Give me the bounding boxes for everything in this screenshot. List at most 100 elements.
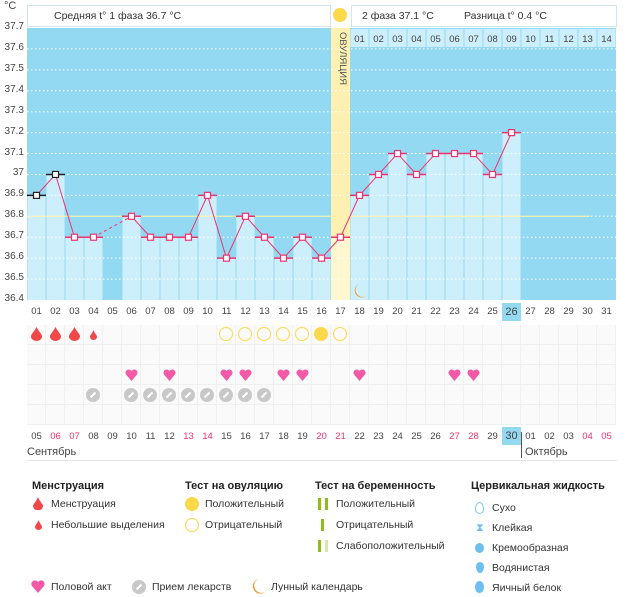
temperature-point[interactable]	[165, 233, 174, 241]
event-cell[interactable]	[103, 405, 122, 425]
calendar-date[interactable]: 26	[430, 431, 441, 442]
event-cell[interactable]	[141, 405, 160, 425]
event-cell[interactable]	[84, 365, 103, 385]
event-cell[interactable]	[350, 405, 369, 425]
event-cell[interactable]	[445, 345, 464, 365]
temperature-point[interactable]	[51, 170, 60, 179]
event-cell[interactable]	[312, 385, 331, 405]
event-cell[interactable]	[502, 385, 521, 405]
temperature-point[interactable]	[127, 212, 136, 220]
event-cell[interactable]	[293, 405, 312, 425]
event-cell[interactable]	[483, 385, 502, 405]
calendar-date[interactable]: 11	[145, 431, 156, 442]
event-cell[interactable]	[65, 385, 84, 405]
calendar-date[interactable]: 28	[468, 431, 479, 442]
event-cell[interactable]	[141, 365, 160, 385]
calendar-date[interactable]: 04	[582, 431, 593, 442]
event-cell[interactable]	[597, 365, 616, 385]
calendar-date[interactable]: 16	[240, 431, 251, 442]
calendar-date[interactable]: 06	[50, 431, 61, 442]
event-cell[interactable]	[559, 405, 578, 425]
event-cell[interactable]	[388, 345, 407, 365]
event-cell[interactable]	[521, 365, 540, 385]
event-cell[interactable]	[312, 365, 331, 385]
event-cell[interactable]	[160, 325, 179, 345]
event-cell[interactable]	[407, 365, 426, 385]
event-cell[interactable]	[464, 345, 483, 365]
event-cell[interactable]	[103, 385, 122, 405]
temperature-point[interactable]	[241, 212, 250, 220]
event-cell[interactable]	[236, 345, 255, 365]
event-cell[interactable]	[369, 325, 388, 345]
event-cell[interactable]	[103, 345, 122, 365]
calendar-date[interactable]: 17	[259, 431, 270, 442]
temperature-point[interactable]	[203, 191, 212, 199]
event-cell[interactable]	[27, 405, 46, 425]
event-cell[interactable]	[597, 385, 616, 405]
event-cell[interactable]	[502, 405, 521, 425]
event-cell[interactable]	[160, 345, 179, 365]
event-cell[interactable]	[426, 325, 445, 345]
event-cell[interactable]	[255, 365, 274, 385]
temperature-point[interactable]	[279, 254, 288, 262]
event-cell[interactable]	[578, 385, 597, 405]
event-cell[interactable]	[179, 365, 198, 385]
event-cell[interactable]	[274, 345, 293, 365]
event-cell[interactable]	[350, 325, 369, 345]
event-cell[interactable]	[179, 325, 198, 345]
calendar-date[interactable]: 15	[221, 431, 232, 442]
event-cell[interactable]	[388, 365, 407, 385]
temperature-point[interactable]	[507, 129, 516, 137]
event-cell[interactable]	[179, 345, 198, 365]
event-cell[interactable]	[160, 405, 179, 425]
event-cell[interactable]	[578, 345, 597, 365]
event-cell[interactable]	[65, 345, 84, 365]
event-cell[interactable]	[122, 325, 141, 345]
event-cell[interactable]	[179, 405, 198, 425]
calendar-date[interactable]: 19	[297, 431, 308, 442]
event-cell[interactable]	[407, 325, 426, 345]
calendar-date[interactable]: 20	[316, 431, 327, 442]
event-cell[interactable]	[198, 325, 217, 345]
event-cell[interactable]	[540, 405, 559, 425]
calendar-date[interactable]: 13	[183, 431, 194, 442]
calendar-date[interactable]: 24	[392, 431, 403, 442]
calendar-date[interactable]: 03	[563, 431, 574, 442]
event-cell[interactable]	[388, 325, 407, 345]
event-cell[interactable]	[312, 345, 331, 365]
event-cell[interactable]	[578, 325, 597, 345]
event-cell[interactable]	[578, 365, 597, 385]
event-cell[interactable]	[426, 405, 445, 425]
event-cell[interactable]	[103, 325, 122, 345]
event-cell[interactable]	[236, 405, 255, 425]
calendar-date[interactable]: 14	[202, 431, 213, 442]
temperature-point[interactable]	[32, 191, 41, 199]
event-cell[interactable]	[198, 365, 217, 385]
temperature-point[interactable]	[222, 254, 231, 262]
event-cell[interactable]	[388, 385, 407, 405]
event-cell[interactable]	[426, 345, 445, 365]
event-cell[interactable]	[84, 345, 103, 365]
temperature-point[interactable]	[469, 149, 478, 158]
event-cell[interactable]	[198, 345, 217, 365]
temperature-point[interactable]	[70, 233, 79, 241]
event-cell[interactable]	[369, 405, 388, 425]
event-cell[interactable]	[445, 405, 464, 425]
event-cell[interactable]	[407, 405, 426, 425]
calendar-date[interactable]: 02	[544, 431, 555, 442]
calendar-date[interactable]: 01	[525, 431, 536, 442]
event-cell[interactable]	[293, 345, 312, 365]
calendar-date[interactable]: 07	[69, 431, 80, 442]
calendar-date[interactable]: 25	[411, 431, 422, 442]
calendar-date[interactable]: 18	[278, 431, 289, 442]
event-cell[interactable]	[388, 405, 407, 425]
event-cell[interactable]	[540, 345, 559, 365]
event-cell[interactable]	[274, 405, 293, 425]
event-cell[interactable]	[483, 365, 502, 385]
event-cell[interactable]	[217, 405, 236, 425]
event-cell[interactable]	[103, 365, 122, 385]
event-cell[interactable]	[122, 345, 141, 365]
event-cell[interactable]	[445, 325, 464, 345]
event-cell[interactable]	[122, 405, 141, 425]
calendar-date[interactable]: 09	[107, 431, 118, 442]
